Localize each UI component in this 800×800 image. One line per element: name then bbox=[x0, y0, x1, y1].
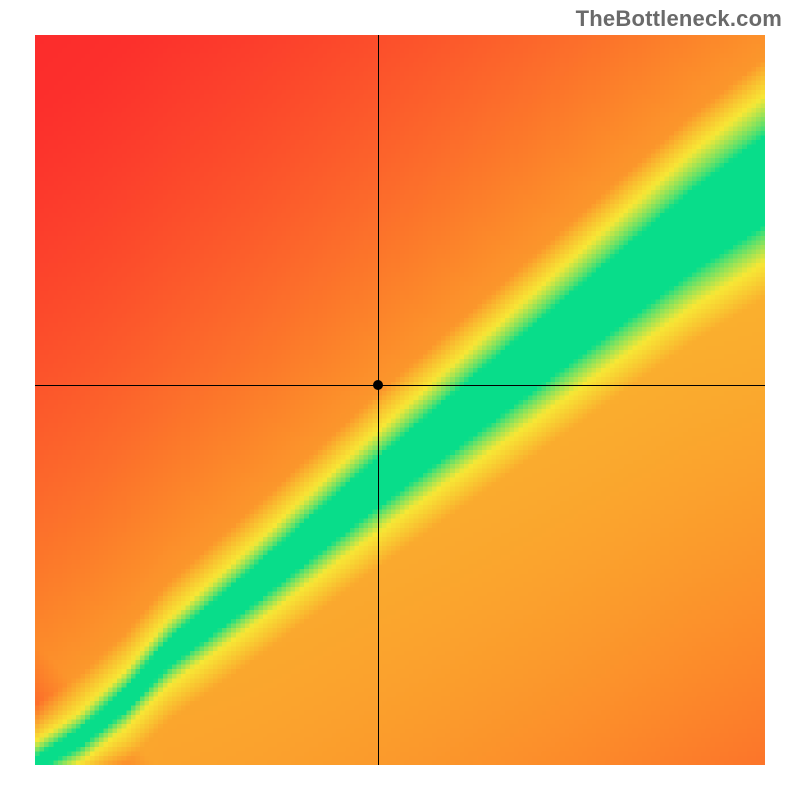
marker-dot bbox=[373, 380, 383, 390]
heatmap-canvas bbox=[35, 35, 765, 765]
chart-container: TheBottleneck.com bbox=[0, 0, 800, 800]
plot-area bbox=[35, 35, 765, 765]
watermark-text: TheBottleneck.com bbox=[576, 6, 782, 32]
crosshair-vertical bbox=[378, 35, 379, 765]
crosshair-horizontal bbox=[35, 385, 765, 386]
